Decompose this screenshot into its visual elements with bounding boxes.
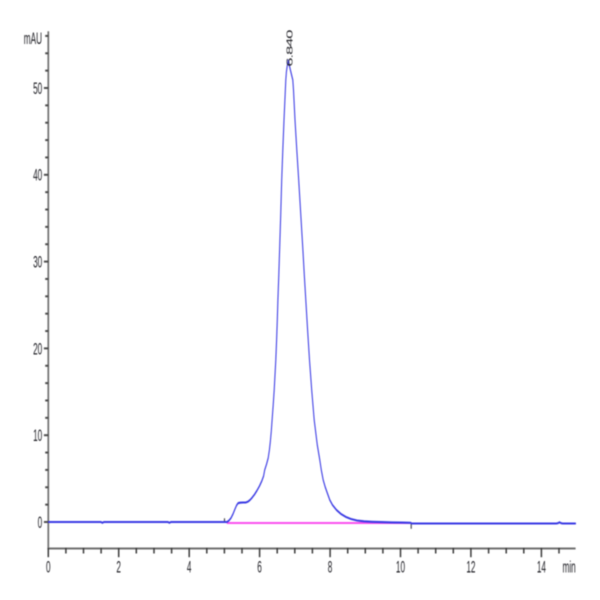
svg-text:0: 0: [46, 557, 51, 576]
svg-text:mAU: mAU: [24, 29, 42, 48]
svg-text:50: 50: [33, 79, 42, 98]
svg-text:2: 2: [116, 557, 121, 576]
svg-text:0: 0: [38, 513, 43, 532]
svg-text:10: 10: [33, 426, 42, 445]
svg-text:14: 14: [537, 557, 546, 576]
svg-text:min: min: [563, 557, 576, 576]
svg-text:40: 40: [33, 166, 42, 185]
svg-text:30: 30: [33, 252, 42, 271]
svg-text:12: 12: [466, 557, 475, 576]
svg-text:10: 10: [396, 557, 405, 576]
svg-text:6.840: 6.840: [285, 30, 294, 67]
svg-text:4: 4: [187, 557, 192, 576]
svg-text:6: 6: [257, 557, 262, 576]
svg-text:8: 8: [328, 557, 333, 576]
svg-text:20: 20: [33, 339, 42, 358]
